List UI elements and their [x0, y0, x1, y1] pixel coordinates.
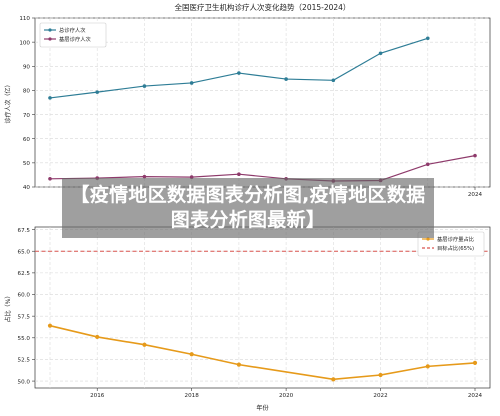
legend-marker — [426, 237, 430, 241]
x-tick-label: 2020 — [279, 393, 294, 399]
data-point — [142, 84, 147, 88]
data-point — [142, 342, 147, 347]
data-point — [425, 162, 430, 167]
y-tick-label: 52.5 — [18, 358, 31, 364]
data-point — [142, 174, 147, 179]
plot-area — [34, 226, 491, 389]
x-tick-label: 2018 — [185, 393, 200, 399]
y-tick-label: 50 — [23, 161, 31, 167]
legend-marker — [48, 37, 52, 41]
x-tick-label: 2024 — [468, 393, 483, 399]
data-point — [425, 36, 430, 41]
x-axis-label: 年份 — [256, 404, 269, 412]
chart-1: 全国医疗卫生机构诊疗人次变化趋势（2015-2024） 40 50 60 70 80 90 1… — [4, 2, 491, 198]
y-tick-label: 90 — [23, 64, 31, 70]
data-point — [237, 71, 241, 75]
data-point — [95, 90, 100, 94]
data-point — [473, 153, 477, 158]
y-axis-label: 占比（%） — [4, 293, 12, 323]
data-point — [425, 364, 430, 369]
plot-area — [34, 17, 491, 188]
x-tick-label: 2016 — [90, 393, 105, 399]
y-tick-label: 40 — [23, 185, 31, 191]
y-tick-label: 62.5 — [18, 271, 31, 277]
data-point — [48, 96, 52, 100]
x-tick-label: 2022 — [373, 393, 387, 399]
y-tick-label: 57.5 — [18, 314, 31, 320]
legend-label: 基层诊疗人次 — [59, 35, 91, 43]
chart-title: 全国医疗卫生机构诊疗人次变化趋势（2015-2024） — [175, 2, 351, 12]
chart-2: 50.0 52.5 55.0 57.5 60.0 62.5 65.0 67.5 2016 2018… — [4, 226, 491, 412]
legend-label: 总诊疗人次 — [59, 26, 86, 34]
data-point — [472, 360, 478, 365]
data-point — [189, 352, 194, 357]
data-point — [378, 51, 383, 56]
y-tick-label: 50.0 — [18, 379, 31, 385]
data-point — [331, 78, 336, 83]
data-point — [284, 77, 288, 81]
y-tick-label: 67.5 — [18, 228, 31, 234]
x-tick-label: 2024 — [468, 192, 483, 198]
y-tick-label: 60 — [23, 137, 31, 143]
data-point — [331, 377, 336, 382]
data-point — [236, 362, 241, 367]
data-point — [47, 323, 53, 328]
data-point — [189, 81, 194, 85]
legend-label: 基层诊疗量占比 — [437, 235, 474, 243]
data-point — [237, 172, 241, 177]
data-point — [378, 372, 383, 378]
y-tick-label: 70 — [23, 113, 31, 119]
data-point — [48, 176, 52, 181]
legend-marker — [48, 28, 52, 32]
y-tick-label: 65.0 — [18, 249, 31, 255]
watermark-banner: 【疫情地区数据图表分析图,疫情地区数据图表分析图最新】 — [62, 178, 434, 238]
series-line — [49, 155, 476, 182]
y-axis-label: 诊疗人次（亿） — [4, 81, 12, 123]
y-tick-label: 100 — [19, 40, 30, 46]
legend-box — [39, 22, 107, 48]
y-tick-label: 60.0 — [18, 293, 31, 299]
legend-box — [417, 231, 485, 257]
y-tick-label: 55.0 — [18, 336, 31, 342]
data-point — [95, 334, 100, 340]
legend-label: 目标占比(65%) — [437, 244, 474, 252]
y-tick-label: 80 — [23, 89, 31, 95]
y-tick-label: 110 — [19, 16, 30, 22]
